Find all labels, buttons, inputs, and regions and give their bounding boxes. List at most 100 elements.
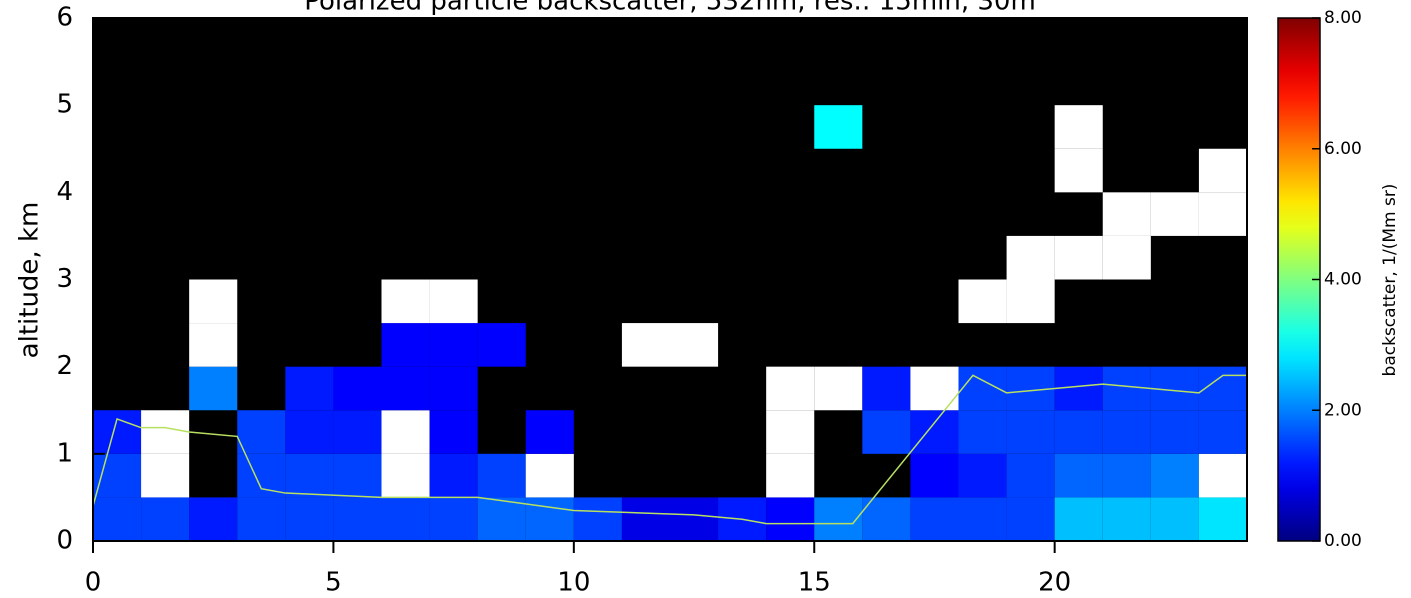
x-tick-label: 0 <box>85 568 102 598</box>
heatmap-cell <box>381 410 430 454</box>
heatmap-cell <box>189 497 238 541</box>
heatmap-cell <box>910 497 959 541</box>
heatmap-cell <box>1150 410 1199 454</box>
y-tick-label: 2 <box>56 351 73 381</box>
heatmap-cell <box>1150 192 1199 236</box>
x-tick-label: 5 <box>325 568 342 598</box>
heatmap-cell <box>1054 148 1103 193</box>
heatmap-cell <box>766 366 815 411</box>
heatmap-cell <box>958 279 1007 324</box>
heatmap-cell <box>766 497 815 541</box>
heatmap-cell <box>525 453 574 498</box>
heatmap-cell <box>381 366 430 411</box>
heatmap-cell <box>381 323 430 367</box>
heatmap-cell <box>1006 235 1055 280</box>
heatmap-cell <box>670 497 719 541</box>
heatmap-cell <box>525 497 574 541</box>
heatmap-cell <box>814 105 863 149</box>
y-tick-label: 5 <box>56 90 73 120</box>
heatmap-cell <box>1102 410 1151 454</box>
heatmap-cell <box>285 410 334 454</box>
heatmap-cell <box>333 453 382 498</box>
heatmap-cell <box>1150 497 1199 541</box>
heatmap-cell <box>93 410 142 454</box>
heatmap-cell <box>862 497 911 541</box>
y-axis-label: altitude, km <box>15 202 45 359</box>
heatmap-cell <box>766 410 815 454</box>
heatmap-cell <box>958 410 1007 454</box>
x-tick-label: 15 <box>798 568 831 598</box>
heatmap-cell <box>1006 453 1055 498</box>
heatmap-cell <box>381 279 430 324</box>
heatmap-cell <box>621 497 670 541</box>
heatmap-cell <box>189 323 238 367</box>
heatmap-cell <box>1198 148 1247 193</box>
colorbar-tick-label: 8.00 <box>1324 8 1362 28</box>
colorbar-tick-label: 2.00 <box>1324 400 1362 420</box>
heatmap-cell <box>910 366 959 411</box>
heatmap-cell <box>429 323 478 367</box>
y-tick-label: 3 <box>56 264 73 294</box>
heatmap-cell <box>285 453 334 498</box>
heatmap-cell <box>525 410 574 454</box>
heatmap-cell <box>1006 497 1055 541</box>
heatmap-cell <box>381 453 430 498</box>
heatmap-cell <box>1054 497 1103 541</box>
heatmap-cell <box>1102 453 1151 498</box>
heatmap-cell <box>429 410 478 454</box>
heatmap-cell <box>910 453 959 498</box>
colorbar-tick-label: 4.00 <box>1324 270 1362 290</box>
heatmap-cell <box>670 323 719 367</box>
heatmap-cell <box>429 279 478 324</box>
heatmap-cell <box>1102 235 1151 280</box>
heatmap-cell <box>910 410 959 454</box>
heatmap-cell <box>1198 366 1247 411</box>
heatmap-cell <box>1102 497 1151 541</box>
heatmap-cell <box>766 453 815 498</box>
heatmap-cell <box>1198 497 1247 541</box>
y-tick-label: 0 <box>56 526 73 556</box>
x-tick-label: 20 <box>1038 568 1071 598</box>
heatmap-cell <box>189 366 238 411</box>
heatmap-cell <box>93 497 142 541</box>
heatmap-cell <box>141 453 190 498</box>
boundary-line <box>92 374 1247 525</box>
y-tick-label: 6 <box>56 3 73 33</box>
heatmap-cell <box>429 366 478 411</box>
colorbar-tick-label: 6.00 <box>1324 139 1362 159</box>
colorbar-tick-label: 0.00 <box>1324 531 1362 551</box>
heatmap-cell <box>237 453 286 498</box>
heatmap-cell <box>429 497 478 541</box>
heatmap-cell <box>477 453 526 498</box>
heatmap-cell <box>958 497 1007 541</box>
heatmap-cell <box>1102 192 1151 236</box>
heatmap-cell <box>477 323 526 367</box>
heatmap-cell <box>1006 279 1055 324</box>
y-tick-label: 1 <box>56 438 73 468</box>
colorbar-label: backscatter, 1/(Mm sr) <box>1380 184 1400 377</box>
chart-title: Polarized particle backscatter, 532nm, r… <box>304 0 1036 17</box>
heatmap-cell <box>621 323 670 367</box>
heatmap-cell <box>1198 453 1247 498</box>
heatmap-cell <box>429 453 478 498</box>
heatmap-cell <box>285 497 334 541</box>
heatmap-cell <box>333 366 382 411</box>
heatmap-cell <box>958 453 1007 498</box>
heatmap-cell <box>1006 410 1055 454</box>
heatmap-cell <box>333 497 382 541</box>
heatmap-cell <box>1054 453 1103 498</box>
heatmap-cell <box>814 366 863 411</box>
heatmap-cell <box>862 366 911 411</box>
heatmap-cell <box>1054 105 1103 149</box>
heatmap-cell <box>862 410 911 454</box>
x-tick-label: 10 <box>557 568 590 598</box>
heatmap-cell <box>1054 235 1103 280</box>
heatmap-cell <box>141 410 190 454</box>
heatmap-cell <box>1054 410 1103 454</box>
heatmap-cell <box>237 410 286 454</box>
heatmap-cell <box>477 497 526 541</box>
heatmap-cell <box>237 497 286 541</box>
heatmap-cell <box>573 497 622 541</box>
heatmap-cell <box>333 410 382 454</box>
